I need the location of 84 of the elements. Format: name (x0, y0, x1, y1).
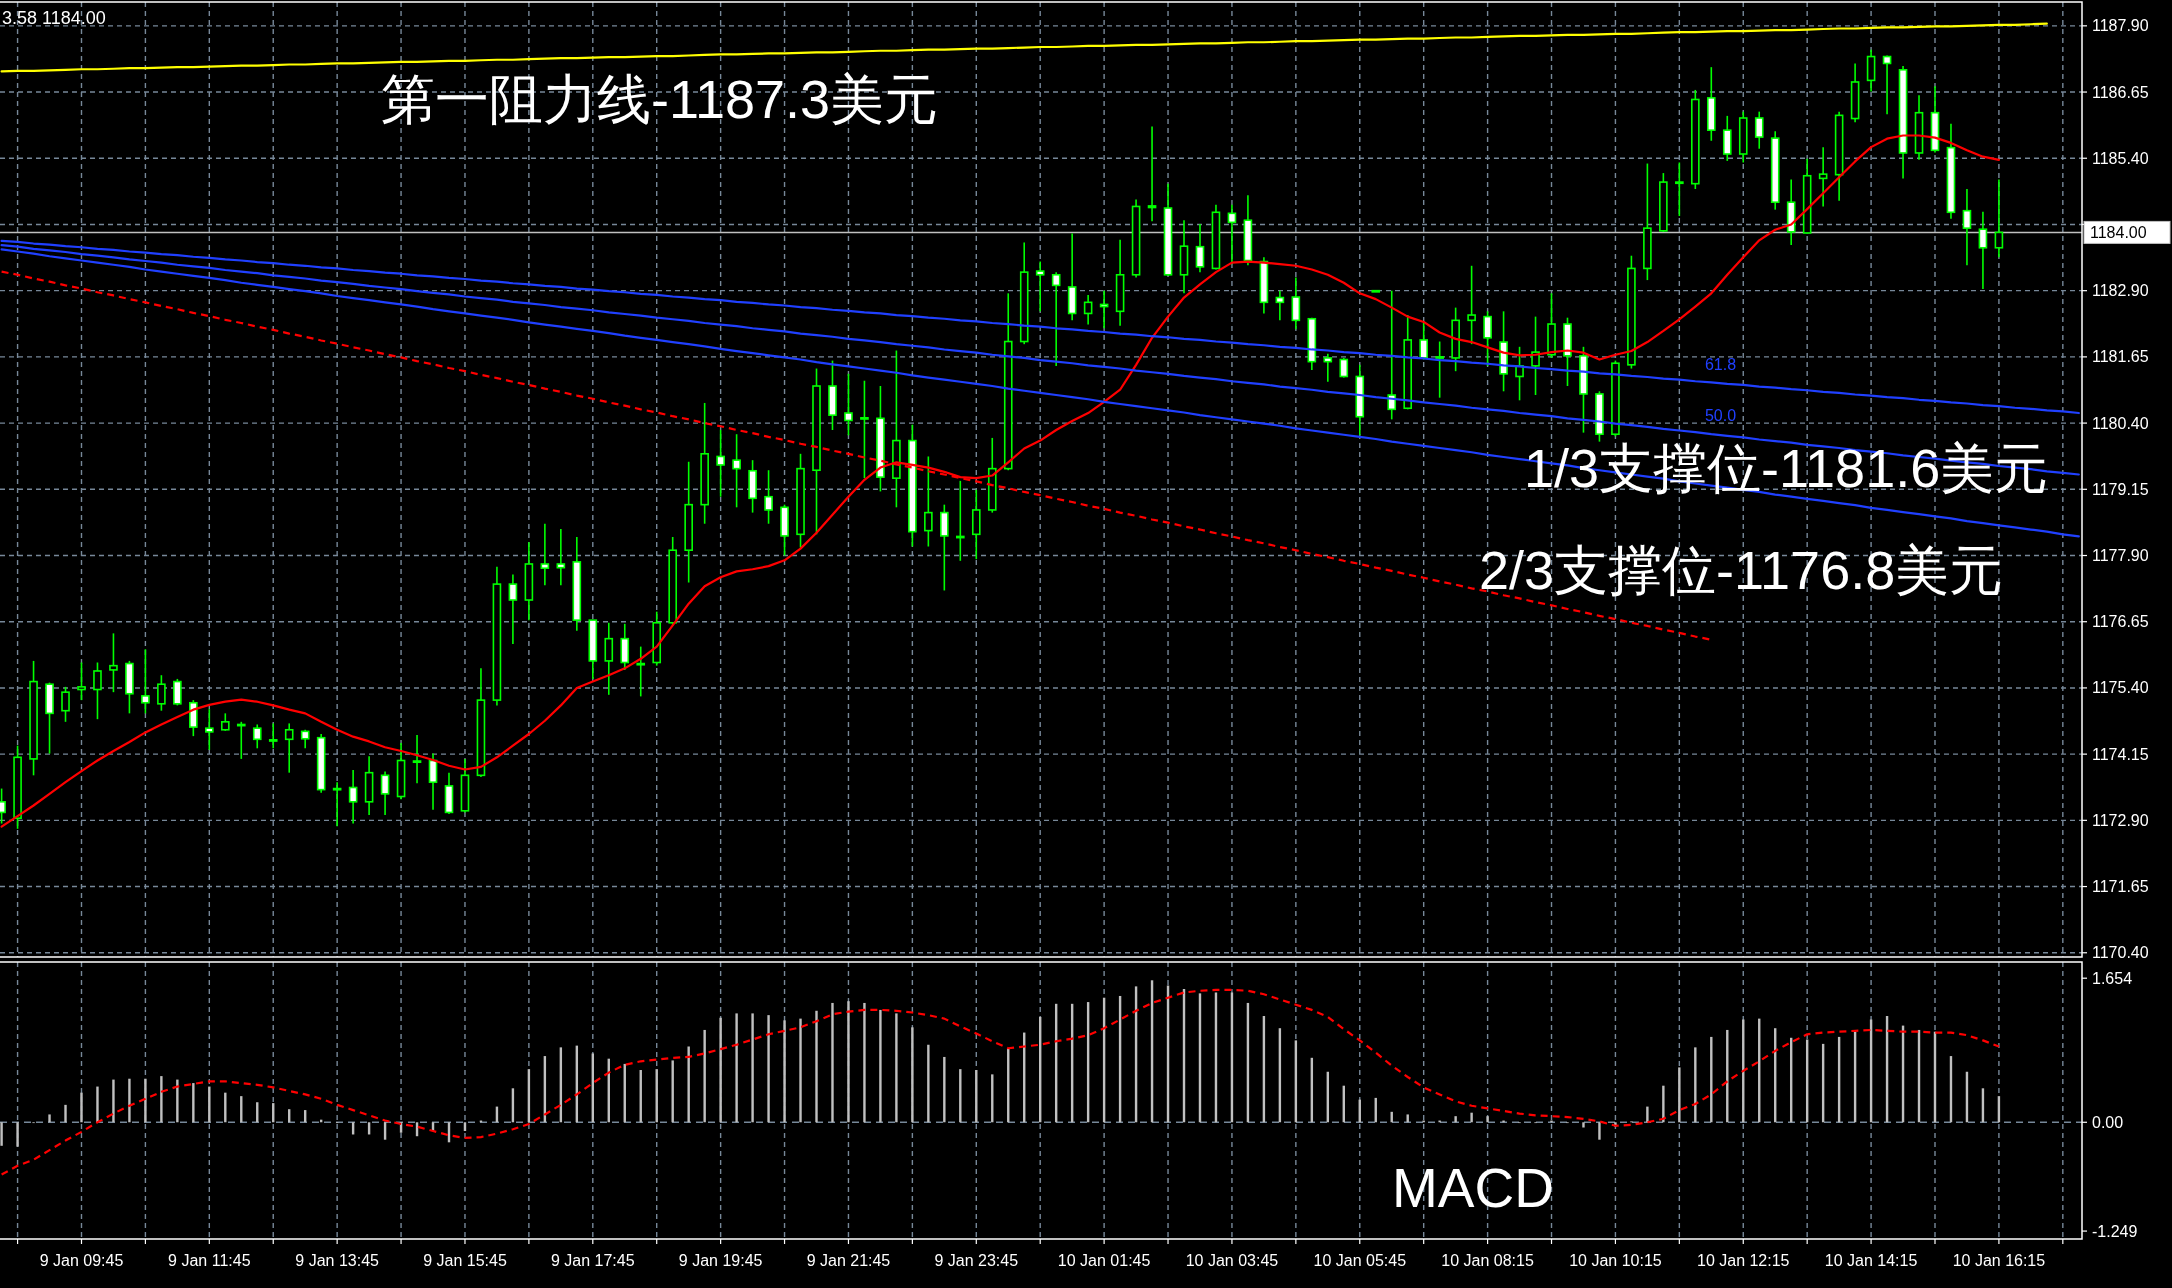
y-tick-label: 1172.90 (2092, 811, 2149, 829)
bar (96, 1086, 99, 1123)
annotation: 3.58 1184.00 (2, 8, 106, 28)
y-tick-label: 1.654 (2092, 969, 2133, 987)
x-tick-label: 10 Jan 08:15 (1441, 1252, 1534, 1269)
bar (703, 1029, 706, 1123)
line-series (0, 248, 2080, 538)
bar (1694, 1047, 1697, 1123)
x-tick-label: 9 Jan 15:45 (423, 1252, 507, 1269)
bar (64, 1104, 67, 1123)
x-tick-label: 9 Jan 23:45 (934, 1252, 1019, 1269)
y-tick-label: 1185.40 (2092, 149, 2149, 167)
bar (927, 1044, 930, 1123)
bar (1598, 1122, 1601, 1140)
bar (80, 1092, 83, 1123)
bar (160, 1076, 163, 1123)
bar (671, 1060, 674, 1123)
bar (815, 1010, 818, 1123)
x-tick-label: 10 Jan 16:15 (1952, 1252, 2046, 1269)
ref-label: 1184.00 (2083, 220, 2171, 244)
bar (0, 1122, 3, 1146)
bar (16, 1122, 19, 1147)
x-tick-label: 10 Jan 05:45 (1313, 1252, 1407, 1269)
bar (1582, 1122, 1585, 1128)
y-tick-label: 1182.90 (2092, 282, 2149, 300)
bar (192, 1083, 195, 1123)
series-label: 50.0 (1704, 407, 1737, 425)
x-tick-label: 10 Jan 12:15 (1696, 1252, 1790, 1269)
bar (767, 1015, 770, 1123)
x-tick-label: 10 Jan 14:15 (1824, 1252, 1918, 1269)
bar (1470, 1112, 1473, 1123)
bar (751, 1013, 754, 1123)
line-series (0, 22, 2048, 73)
x-tick-label: 9 Jan 11:45 (168, 1252, 251, 1269)
bar (1454, 1116, 1457, 1123)
x-tick-label: 9 Jan 19:45 (678, 1252, 763, 1269)
y-tick-label: 1174.15 (2092, 745, 2149, 763)
bar (735, 1013, 738, 1123)
bar (879, 1009, 882, 1123)
bar (208, 1086, 211, 1123)
bar (863, 1002, 866, 1123)
bar (911, 1027, 914, 1123)
x-tick-label: 9 Jan 21:45 (806, 1252, 891, 1269)
bar (144, 1078, 147, 1123)
y-tick-label: 1187.90 (2092, 17, 2149, 35)
y-tick-label: 0.00 (2092, 1113, 2124, 1131)
ref-line-label: 1184.00 (2090, 223, 2147, 241)
bar (799, 1018, 802, 1123)
y-tick-label: 1175.40 (2092, 679, 2149, 697)
x-tick-label: 9 Jan 13:45 (295, 1252, 380, 1269)
x-tick-label: 9 Jan 09:45 (39, 1252, 124, 1269)
bar (112, 1079, 115, 1123)
bar (48, 1114, 51, 1123)
x-tick-label: 9 Jan 17:45 (550, 1252, 635, 1269)
x-tick-label: 10 Jan 10:15 (1569, 1252, 1662, 1269)
bar (959, 1069, 962, 1123)
bar (1486, 1116, 1489, 1123)
y-tick-label: -1.249 (2092, 1222, 2138, 1240)
y-tick-label: 1176.65 (2092, 613, 2149, 631)
bar (719, 1017, 722, 1123)
bar (831, 1002, 834, 1123)
y-tick-label: 1177.90 (2092, 547, 2149, 565)
y-tick-label: 1186.65 (2092, 83, 2149, 101)
y-tick-label: 1170.40 (2092, 944, 2149, 962)
bar (1646, 1106, 1649, 1123)
bar (943, 1056, 946, 1123)
annotation: MACD (1392, 1157, 1554, 1219)
series-label: 61.8 (1704, 355, 1737, 373)
y-tick-label: 1180.40 (2092, 414, 2149, 432)
bar (895, 1013, 898, 1123)
y-tick-label: 1171.65 (2092, 878, 2149, 896)
x-tick-label: 10 Jan 03:45 (1185, 1252, 1279, 1269)
bar (128, 1078, 131, 1123)
bar (687, 1046, 690, 1123)
annotation: 第一阻力线-1187.3美元 (381, 69, 939, 129)
bar (1678, 1067, 1681, 1123)
bar (1662, 1085, 1665, 1123)
y-tick-label: 1179.15 (2092, 480, 2149, 498)
bar (783, 1020, 786, 1123)
bar (176, 1079, 179, 1123)
annotation: 2/3支撑位-1176.8美元 (1479, 540, 2004, 600)
x-tick-label: 10 Jan 01:45 (1057, 1252, 1151, 1269)
bar (847, 1001, 850, 1123)
y-tick-label: 1181.65 (2092, 348, 2149, 366)
